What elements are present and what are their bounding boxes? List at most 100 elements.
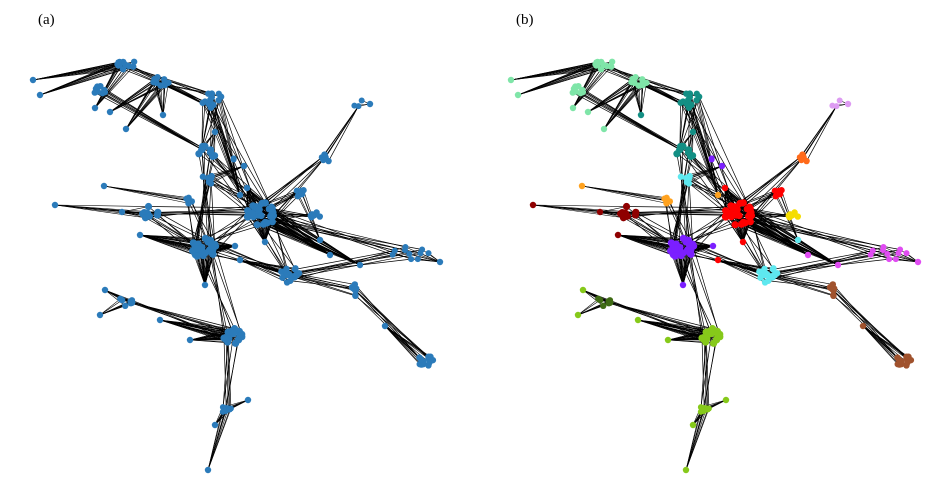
graph-node [736,199,744,207]
graph-node [679,249,687,257]
hub-node [240,162,248,170]
graph-node [869,247,876,254]
edge [833,290,907,357]
edge [688,250,707,338]
edge [164,78,212,98]
hub-node [721,184,729,192]
graph-node [160,76,168,83]
edge [208,93,241,196]
hub-node [834,261,842,269]
edge [94,65,127,109]
edge [272,208,412,260]
edge [603,85,639,130]
graph-node [402,247,409,254]
graph-node [259,220,267,228]
graph-node [122,62,130,69]
edge [760,250,873,272]
edge [577,298,599,316]
panel-a-label: (a) [38,12,55,28]
edge [698,96,750,208]
edge [211,175,254,207]
edge [272,211,361,266]
graph-node [425,353,432,360]
hub-node [101,286,109,294]
edge [354,289,424,362]
edge [109,85,161,113]
edge [642,78,690,98]
edge [750,211,839,266]
edge [271,206,361,266]
graph-node [693,97,700,104]
hub-node [118,208,126,216]
hub-node [859,322,867,330]
edge [294,276,356,291]
edge [679,101,684,150]
hub-node [634,316,642,324]
edge [692,210,727,245]
edge [686,165,723,183]
graph-node [787,212,794,220]
hub-node [574,311,582,319]
graph-node [770,272,777,279]
edge [735,224,839,266]
graph-node [643,79,650,86]
edge [223,338,227,409]
edge [640,82,647,116]
edge [749,206,839,266]
edge [517,68,602,96]
edge [201,96,222,150]
graph-node [608,58,616,65]
edge [227,342,231,410]
edge [667,336,720,341]
graph-node [419,246,426,253]
graph-node [608,63,615,70]
edge [239,259,283,278]
hub-node [709,242,717,250]
edge [94,92,202,150]
hub-node [682,466,690,474]
graph-node [903,353,910,360]
edge [765,258,890,274]
hub-node [186,336,194,344]
edge [688,93,698,153]
edge [210,93,220,153]
edge [801,105,837,161]
graph-node [267,212,275,220]
edge [603,80,634,130]
edge [744,222,839,266]
edge-layer-b [510,61,919,471]
hub-node [600,125,608,133]
graph-node [671,252,679,260]
edge [164,83,212,94]
edge [532,204,624,219]
graph-node [207,104,215,111]
edge [632,80,642,116]
edge [289,254,393,276]
hub-node [51,201,59,209]
edge [688,165,723,184]
edge [323,105,359,161]
graph-node [227,405,234,412]
graph-node [746,218,754,226]
edge [739,203,839,266]
graph-node [130,63,137,70]
graph-node [683,237,691,245]
edge [287,258,412,274]
edge [599,206,627,213]
edge [99,299,123,316]
edge [328,105,359,162]
edge [54,204,150,217]
edge [154,80,164,116]
graph-node [253,221,261,229]
edge [582,89,681,150]
graph-node [153,211,162,219]
hub-node [739,238,747,246]
graph-node [699,407,706,414]
graph-node [683,178,691,186]
edge [577,299,601,316]
edge [282,250,395,272]
graph-node [298,191,306,198]
graph-node [685,104,693,111]
graph-node [408,256,415,263]
